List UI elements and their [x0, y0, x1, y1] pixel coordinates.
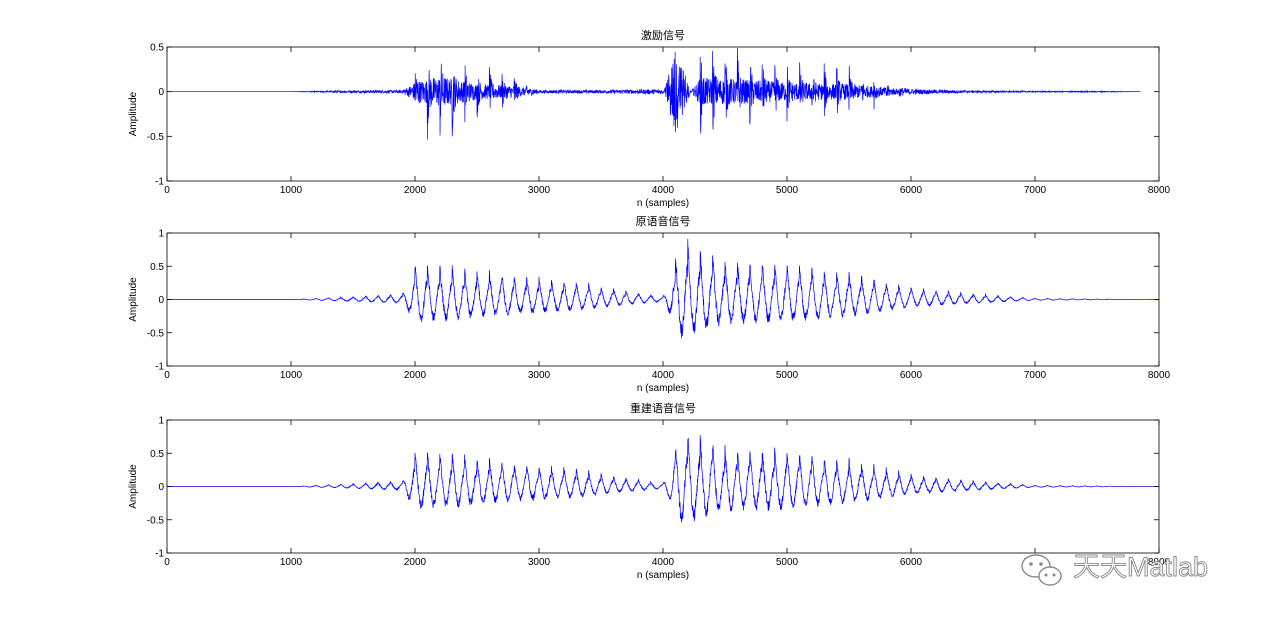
x-tick-label: 1000 — [280, 185, 303, 196]
x-tick-label: 3000 — [528, 370, 551, 381]
wechat-icon — [1021, 554, 1062, 586]
y-tick-label: 0 — [158, 295, 164, 306]
x-tick-label: 7000 — [1024, 185, 1047, 196]
y-axis-label: Amplitude — [128, 277, 139, 322]
x-tick-label: 0 — [164, 557, 170, 568]
y-tick-label: -1 — [155, 177, 164, 188]
x-tick-label: 2000 — [404, 370, 427, 381]
y-tick-label: -1 — [155, 549, 164, 560]
subplot-3: 010002000300040005000600070008000-1-0.50… — [128, 401, 1171, 581]
x-tick-label: 6000 — [900, 370, 923, 381]
series-line — [167, 238, 1159, 339]
x-axis-label: n (samples) — [637, 570, 689, 581]
x-tick-label: 3000 — [528, 185, 551, 196]
y-axis-label: Amplitude — [128, 464, 139, 509]
y-axis-label: Amplitude — [128, 91, 139, 136]
x-tick-label: 6000 — [900, 185, 923, 196]
x-tick-label: 4000 — [652, 557, 675, 568]
series-line — [167, 435, 1159, 523]
plot-area — [166, 419, 1160, 554]
y-tick-label: 0 — [158, 87, 164, 98]
chart-title: 激励信号 — [641, 28, 685, 42]
y-tick-label: 0.5 — [150, 262, 164, 273]
y-tick-label: 0 — [158, 482, 164, 493]
plot-area — [166, 46, 1160, 182]
x-tick-label: 7000 — [1024, 370, 1047, 381]
y-tick-label: 1 — [158, 416, 164, 427]
x-tick-label: 3000 — [528, 557, 551, 568]
x-axis-label: n (samples) — [637, 198, 689, 209]
y-tick-label: -0.5 — [147, 515, 165, 526]
y-tick-label: 1 — [158, 229, 164, 240]
x-tick-label: 8000 — [1148, 185, 1171, 196]
x-tick-label: 4000 — [652, 185, 675, 196]
x-tick-label: 8000 — [1148, 557, 1171, 568]
x-tick-label: 2000 — [404, 557, 427, 568]
subplot-1: 0 1000 2000 3000 4000 5000 6000 7000 8000 -1 -0.5 0… — [128, 28, 1171, 209]
watermark-text: 天天Matlab — [1073, 552, 1208, 582]
y-tick-label: -0.5 — [147, 328, 165, 339]
x-tick-label: 6000 — [900, 557, 923, 568]
chart-title: 重建语音信号 — [630, 401, 696, 415]
y-tick-label: -0.5 — [147, 132, 165, 143]
x-tick-label: 5000 — [776, 185, 799, 196]
plot-area — [166, 232, 1160, 367]
y-tick-label: 0.5 — [150, 449, 164, 460]
x-tick-label: 8000 — [1148, 370, 1171, 381]
x-tick-label: 1000 — [280, 557, 303, 568]
subplot-2: 0 1000 2000 3000 4000 5000 6000 7000 8000 -1 -0.5 0… — [128, 214, 1171, 394]
x-tick-label: 4000 — [652, 370, 675, 381]
y-tick-label: -1 — [155, 362, 164, 373]
x-tick-label: 0 — [164, 185, 170, 196]
chart-title: 原语音信号 — [636, 214, 691, 228]
x-tick-label: 1000 — [280, 370, 303, 381]
x-tick-label: 5000 — [776, 370, 799, 381]
x-axis-label: n (samples) — [637, 383, 689, 394]
y-tick-label: 0.5 — [150, 43, 164, 54]
x-tick-label: 2000 — [404, 185, 427, 196]
watermark: 天天Matlab — [1021, 552, 1208, 586]
x-tick-label: 5000 — [776, 557, 799, 568]
x-tick-label: 0 — [164, 370, 170, 381]
series-line — [167, 48, 1141, 140]
